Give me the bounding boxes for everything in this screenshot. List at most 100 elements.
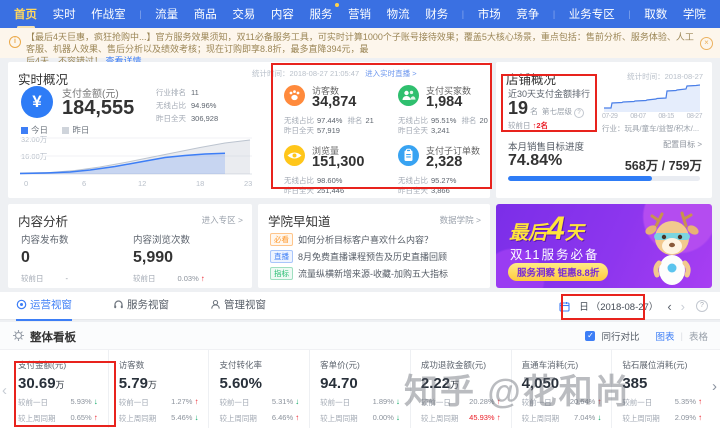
person-icon xyxy=(211,299,220,309)
kpi-card-aov[interactable]: 客单价(元) 94.70 较前一日 1.89% ↓ 较上周同期 0.00% ↓ xyxy=(310,350,411,428)
pay-amount-label: 支付金额(元) xyxy=(62,89,119,100)
trend-arrow: ↓ xyxy=(194,413,199,422)
rank-line xyxy=(604,84,700,109)
kpi-card-ztc-spend[interactable]: 直通车消耗(元) 4,050 较前一日 20.64% ↑ 较上周同期 7.04% ↓ xyxy=(512,350,613,428)
compare-label: 同行对比 xyxy=(601,332,640,343)
academy-item[interactable]: 指标 流量纵横新增来源-收藏-加购五大指标 xyxy=(270,267,448,280)
nav-item-data[interactable]: 取数 xyxy=(644,9,668,21)
legend-today-swatch xyxy=(21,127,28,134)
yesterday-area xyxy=(20,140,250,174)
toggle-divider: | xyxy=(680,330,683,342)
notice-close-icon[interactable]: × xyxy=(700,37,713,50)
chart-view-toggle[interactable]: 图表 xyxy=(655,332,675,343)
pay-amount-value: 184,555 xyxy=(62,97,135,119)
notice-bar: i 【最后4天巨惠，疯狂抢购中...】官方服务效果须知，双11必备服务工具，可实… xyxy=(0,28,720,66)
academy-item[interactable]: 直播 8月免费直播课程预告及历史直播回顾 xyxy=(270,250,447,263)
legend-yesterday-swatch xyxy=(62,127,70,134)
nav-item-warroom[interactable]: 作战室 xyxy=(91,9,126,21)
kpi-card-diamond-spend[interactable]: 钻石展位消耗(元) 385 较前一日 5.35% ↑ 较上周同期 2.09% ↑ xyxy=(622,360,703,423)
overall-dashboard: 整体看板 ✓ 同行对比 图表 | 表格 支付金额(元) 30.69万 较前一日 5… xyxy=(0,322,720,428)
nav-item-home[interactable]: 首页 xyxy=(12,6,39,22)
rank-x-ticks: 07-29 08-07 08-15 08-27 xyxy=(602,113,702,120)
compare-checkbox[interactable]: ✓ xyxy=(585,331,596,341)
nav-divider: | xyxy=(552,9,556,19)
nav-item-trade[interactable]: 交易 xyxy=(232,9,256,21)
goal-config-link[interactable]: 配置目标 > xyxy=(663,140,702,149)
banner-offer-pill: 服务洞察 钜惠8.8折 xyxy=(508,263,609,281)
kpi-card-conversion[interactable]: 支付转化率 5.60% 较前一日 5.31% ↓ 较上周同期 6.46% ↑ xyxy=(209,350,311,428)
notice-detail-link[interactable]: 查看详情 xyxy=(105,56,142,66)
trend-arrow: ↑ xyxy=(698,397,703,406)
view-tabs-bar: 运营视窗 服务视窗 管理视窗 日 （2018-08-27） ‹ › ? xyxy=(0,292,720,321)
help-icon[interactable]: ? xyxy=(696,300,708,312)
date-granularity[interactable]: 日 xyxy=(579,302,589,313)
tier-info-icon[interactable]: ? xyxy=(574,108,584,118)
operation-icon xyxy=(16,299,27,310)
x-tick: 12 xyxy=(138,179,147,188)
tag-live: 直播 xyxy=(270,250,293,263)
headset-icon xyxy=(114,300,123,309)
yesterday-line xyxy=(20,139,251,174)
content-zone-link[interactable]: 进入专区 > xyxy=(201,215,243,225)
trend-arrow: ↓ xyxy=(597,413,602,422)
tab-service-view[interactable]: 服务视窗 xyxy=(113,292,169,319)
selected-date[interactable]: （2018-08-27） xyxy=(590,302,659,313)
trend-arrow: ↑ xyxy=(496,413,501,422)
panel-title: 学院早知道 xyxy=(268,215,331,229)
yen-icon: ¥ xyxy=(21,86,53,118)
goal-ratio: 568万 / 759万 xyxy=(624,159,702,173)
trend-arrow: ↑ xyxy=(496,397,501,406)
tab-operation-view[interactable]: 运营视窗 xyxy=(16,292,72,321)
nav-item-marketing[interactable]: 营销 xyxy=(348,9,372,21)
notification-dot xyxy=(335,3,340,7)
nav-item-logistics[interactable]: 物流 xyxy=(386,9,410,21)
live-link[interactable]: 进入实时直播 > xyxy=(365,69,417,78)
tag-metric: 指标 xyxy=(270,267,293,280)
nav-divider: | xyxy=(139,9,142,19)
trend-arrow: ↑ xyxy=(295,413,300,422)
kpi-card-pay-amount[interactable]: 支付金额(元) 30.69万 较前一日 5.93% ↓ 较上周同期 0.65% ↑ xyxy=(8,350,109,428)
dashboard-title: 整体看板 xyxy=(30,332,76,344)
panel-title: 内容分析 xyxy=(18,215,69,229)
date-controls: 日 （2018-08-27） ‹ › ? xyxy=(559,292,708,320)
kpi-prev-arrow[interactable]: ‹ xyxy=(2,382,7,399)
industry-label: 行业：玩具/童车/益智/积木/... xyxy=(602,124,700,133)
kpi-cards-row: 支付金额(元) 30.69万 较前一日 5.93% ↓ 较上周同期 0.65% ↑ 访客… xyxy=(8,350,712,428)
y-tick: 32.00万 xyxy=(21,135,48,144)
realtime-area-chart xyxy=(20,137,252,175)
next-date-arrow[interactable]: › xyxy=(680,298,685,314)
goal-progress-fill xyxy=(508,176,652,181)
stat-time: 统计时间：2018-08-27 xyxy=(627,72,703,81)
x-tick: 18 xyxy=(196,179,205,188)
nav-item-finance[interactable]: 财务 xyxy=(425,9,449,21)
notice-text-2: 后4天，不容错过！ xyxy=(26,56,104,66)
nav-item-market[interactable]: 市场 xyxy=(477,9,501,21)
nav-item-service[interactable]: 服务 xyxy=(307,3,340,22)
kpi-next-arrow[interactable]: › xyxy=(712,378,717,395)
kpi-card-visitors[interactable]: 访客数 5.79万 较前一日 1.27% ↑ 较上周同期 5.46% ↓ xyxy=(109,350,210,428)
table-view-toggle[interactable]: 表格 xyxy=(688,332,708,343)
today-line xyxy=(20,152,226,175)
trend-arrow: ↑ xyxy=(597,397,602,406)
academy-link[interactable]: 数据学院 > xyxy=(439,215,481,225)
academy-panel: 学院早知道 数据学院 > 必看 如何分析目标客户喜欢什么内容？ 直播 8月免费直播课… xyxy=(258,204,490,288)
content-analysis-panel: 内容分析 进入专区 > 内容发布数 0 较前日 - 内容浏览次数 5,990 较前… xyxy=(8,204,252,288)
nav-item-academy[interactable]: 学院 xyxy=(682,9,706,21)
nav-item-competition[interactable]: 竞争 xyxy=(516,9,540,21)
nav-item-realtime[interactable]: 实时 xyxy=(52,9,76,21)
content-views-stat: 内容浏览次数 5,990 较前日 0.03% ↑ xyxy=(133,235,205,283)
kpi-card-refund[interactable]: 成功退款金额(元) 2.22万 较前一日 20.28% ↑ 较上周同期 45.93% ↑ xyxy=(411,350,512,428)
today-area xyxy=(20,153,225,174)
nav-item-traffic[interactable]: 流量 xyxy=(155,9,179,21)
tag-mustread: 必看 xyxy=(270,233,293,246)
nav-item-goods[interactable]: 商品 xyxy=(193,9,217,21)
nav-item-bizzone[interactable]: 业务专区 xyxy=(568,9,615,21)
rank-trend-chart xyxy=(604,84,700,112)
academy-item[interactable]: 必看 如何分析目标客户喜欢什么内容？ xyxy=(270,233,433,246)
prev-date-arrow[interactable]: ‹ xyxy=(667,298,672,314)
realtime-overview-panel: 实时概况 统计时间：2018-08-27 21:05:47 进入实时直播 > ¥ … xyxy=(8,62,490,198)
promo-banner[interactable]: 最后4天 双11服务必备 服务洞察 钜惠8.8折 xyxy=(496,204,712,288)
nav-item-content[interactable]: 内容 xyxy=(270,9,294,21)
tab-management-view[interactable]: 管理视窗 xyxy=(210,292,266,319)
